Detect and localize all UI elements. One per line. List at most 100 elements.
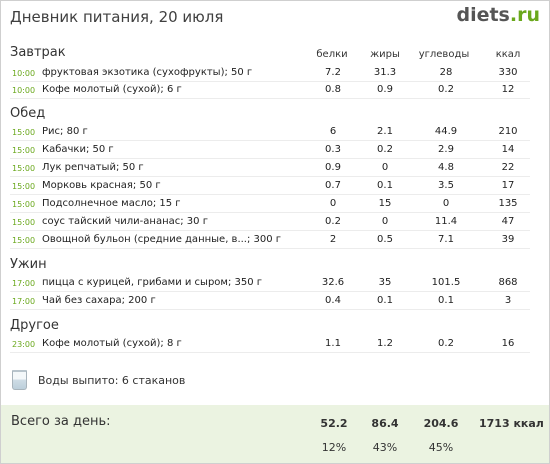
food-row[interactable]: 17:00 Чай без сахара; 200 г 0.4 0.1 0.1 …: [10, 293, 530, 310]
food-fat: 0.2: [377, 144, 393, 155]
food-protein: 0.9: [325, 162, 341, 173]
food-row[interactable]: 15:00 Рис; 80 г 6 2.1 44.9 210: [10, 124, 530, 141]
food-row[interactable]: 15:00 соус тайский чили-ананас; 30 г 0.2…: [10, 214, 530, 231]
food-time: 15:00: [12, 182, 36, 191]
food-name: Кабачки; 50 г: [42, 144, 114, 155]
meal-title-breakfast: Завтрак: [10, 45, 66, 60]
total-protein: 52.2: [320, 417, 348, 430]
meal-title-other: Другое: [10, 318, 59, 333]
meal-title-dinner: Ужин: [10, 257, 47, 272]
food-kcal: 16: [501, 338, 515, 349]
glass-icon: [12, 370, 27, 390]
food-fat: 15: [378, 198, 392, 209]
food-kcal: 17: [501, 180, 515, 191]
column-header-kcal: ккал: [495, 49, 521, 60]
food-protein: 0: [329, 198, 337, 209]
food-name: Морковь красная; 50 г: [42, 180, 161, 191]
logo-main: diets: [456, 4, 510, 26]
food-fat: 0.1: [377, 180, 393, 191]
food-carbs: 44.9: [434, 126, 458, 137]
food-row[interactable]: 15:00 Морковь красная; 50 г 0.7 0.1 3.5 …: [10, 178, 530, 195]
food-carbs: 4.8: [438, 162, 454, 173]
food-row[interactable]: 15:00 Лук репчатый; 50 г 0.9 0 4.8 22: [10, 160, 530, 177]
food-carbs: 0.2: [438, 84, 454, 95]
food-row[interactable]: 15:00 Овощной бульон (средние данные, в.…: [10, 232, 530, 249]
column-header-carbs: углеводы: [418, 49, 470, 60]
food-kcal: 14: [501, 144, 515, 155]
totals-label: Всего за день:: [11, 414, 111, 429]
fat-percent: 43%: [372, 441, 398, 454]
food-carbs: 7.1: [438, 234, 454, 245]
food-protein: 0.8: [325, 84, 341, 95]
food-time: 15:00: [12, 218, 36, 227]
food-name: соус тайский чили-ананас; 30 г: [42, 216, 208, 227]
food-name: Рис; 80 г: [42, 126, 88, 137]
food-fat: 35: [378, 277, 392, 288]
food-carbs: 0.2: [438, 338, 454, 349]
page-title: Дневник питания, 20 июля: [10, 8, 224, 26]
food-fat: 31.3: [373, 67, 397, 78]
food-time: 15:00: [12, 146, 36, 155]
total-kcal: 1713 ккал: [479, 417, 544, 430]
food-carbs: 28: [439, 67, 453, 78]
food-name: Подсолнечное масло; 15 г: [42, 198, 181, 209]
food-name: фруктовая экзотика (сухофрукты); 50 г: [42, 67, 253, 78]
food-time: 17:00: [12, 297, 36, 306]
food-kcal: 22: [501, 162, 515, 173]
food-fat: 0.9: [377, 84, 393, 95]
food-name: Кофе молотый (сухой); 8 г: [42, 338, 182, 349]
food-carbs: 3.5: [438, 180, 454, 191]
food-protein: 0.7: [325, 180, 341, 191]
daily-totals: Всего за день: 52.2 86.4 204.6 1713 ккал…: [1, 405, 549, 463]
food-fat: 0: [381, 162, 389, 173]
food-name: Овощной бульон (средние данные, в...; 30…: [42, 234, 282, 245]
food-kcal: 330: [498, 67, 518, 78]
food-time: 15:00: [12, 164, 36, 173]
food-row[interactable]: 23:00 Кофе молотый (сухой); 8 г 1.1 1.2 …: [10, 336, 530, 353]
food-time: 15:00: [12, 236, 36, 245]
food-name: Кофе молотый (сухой); 6 г: [42, 84, 182, 95]
food-fat: 0.1: [377, 295, 393, 306]
site-logo[interactable]: diets.ru: [456, 4, 540, 26]
food-carbs: 0.1: [438, 295, 454, 306]
food-protein: 0.2: [325, 216, 341, 227]
food-name: Лук репчатый; 50 г: [42, 162, 144, 173]
carbs-percent: 45%: [428, 441, 454, 454]
food-protein: 6: [329, 126, 337, 137]
column-header-protein: белки: [316, 49, 348, 60]
food-fat: 0: [381, 216, 389, 227]
food-fat: 2.1: [377, 126, 393, 137]
food-carbs: 11.4: [434, 216, 458, 227]
header: Дневник питания, 20 июля diets.ru: [0, 0, 550, 36]
food-kcal: 12: [501, 84, 515, 95]
food-protein: 7.2: [325, 67, 341, 78]
food-time: 23:00: [12, 340, 36, 349]
logo-tld: .ru: [509, 4, 540, 26]
food-kcal: 39: [501, 234, 515, 245]
food-row[interactable]: 10:00 фруктовая экзотика (сухофрукты); 5…: [10, 65, 530, 82]
food-kcal: 3: [504, 295, 512, 306]
food-protein: 0.3: [325, 144, 341, 155]
food-time: 15:00: [12, 200, 36, 209]
column-header-fat: жиры: [370, 49, 400, 60]
total-carbs: 204.6: [423, 417, 459, 430]
meal-title-lunch: Обед: [10, 106, 46, 121]
food-time: 15:00: [12, 128, 36, 137]
food-row[interactable]: 10:00 Кофе молотый (сухой); 6 г 0.8 0.9 …: [10, 82, 530, 99]
food-carbs: 0: [442, 198, 450, 209]
food-carbs: 101.5: [431, 277, 461, 288]
food-kcal: 210: [498, 126, 518, 137]
food-protein: 0.4: [325, 295, 341, 306]
water-text: Воды выпито: 6 стаканов: [38, 374, 186, 387]
food-kcal: 135: [498, 198, 518, 209]
food-kcal: 47: [501, 216, 515, 227]
food-protein: 2: [329, 234, 337, 245]
food-row[interactable]: 15:00 Подсолнечное масло; 15 г 0 15 0 13…: [10, 196, 530, 213]
food-row[interactable]: 15:00 Кабачки; 50 г 0.3 0.2 2.9 14: [10, 142, 530, 159]
food-carbs: 2.9: [438, 144, 454, 155]
food-name: пицца с курицей, грибами и сыром; 350 г: [42, 277, 263, 288]
food-time: 17:00: [12, 279, 36, 288]
food-time: 10:00: [12, 86, 36, 95]
food-row[interactable]: 17:00 пицца с курицей, грибами и сыром; …: [10, 275, 530, 292]
food-time: 10:00: [12, 69, 36, 78]
